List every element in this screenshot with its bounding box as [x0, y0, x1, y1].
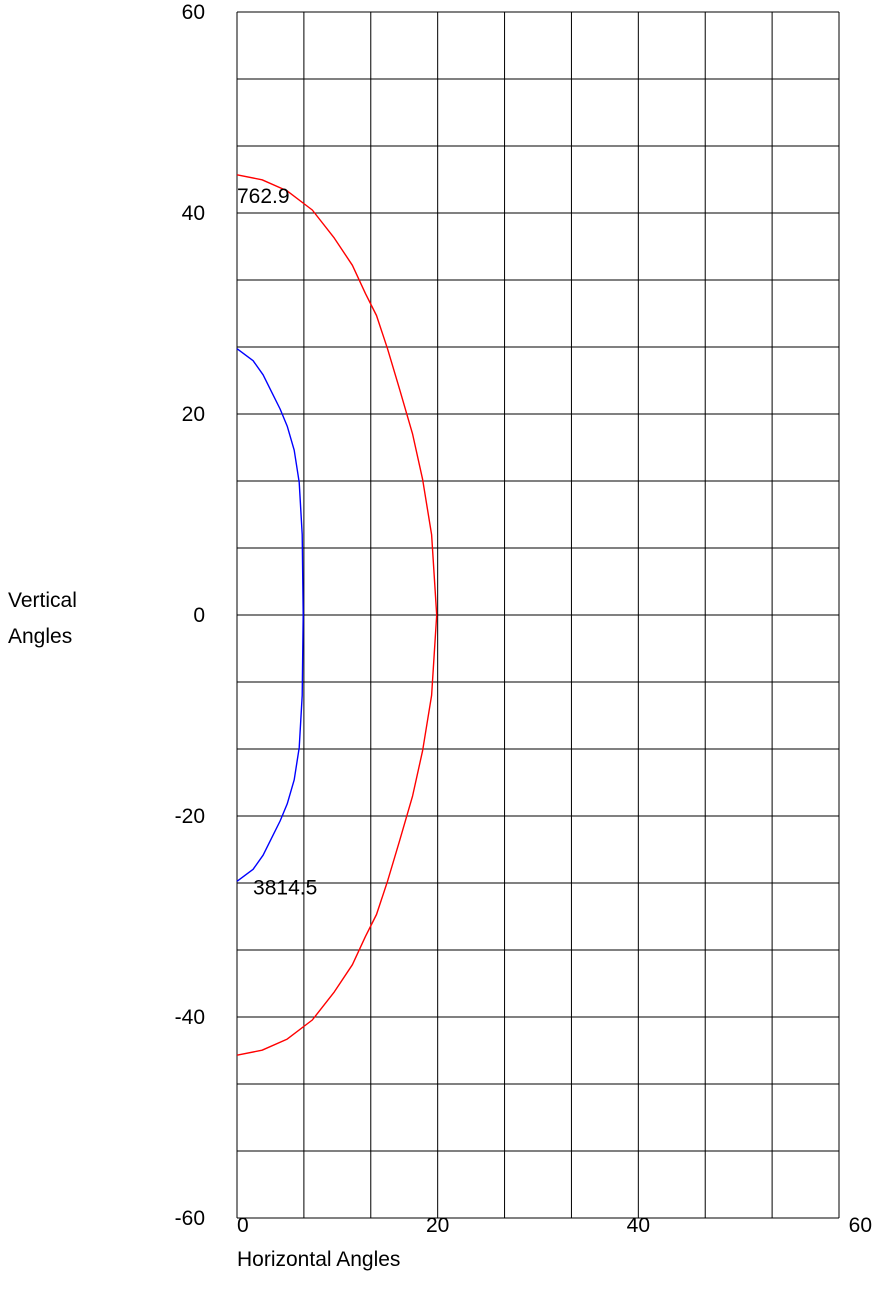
series-line-2 [236, 348, 304, 882]
y-tick-label: 20 [182, 403, 205, 426]
series-group [236, 174, 438, 1056]
contour-label: 3814.5 [253, 876, 317, 899]
y-tick-label: -60 [175, 1207, 205, 1230]
y-tick-label: -20 [175, 805, 205, 828]
x-tick-label: 20 [426, 1214, 449, 1237]
y-tick-label: 40 [182, 202, 205, 225]
x-axis-label: Horizontal Angles [237, 1248, 401, 1271]
x-tick-label: 0 [237, 1214, 249, 1237]
y-tick-label: 0 [193, 604, 205, 627]
contour-label: 762.9 [237, 185, 290, 208]
grid [236, 11, 840, 1219]
x-tick-label: 40 [627, 1214, 650, 1237]
x-tick-label: 60 [849, 1214, 872, 1237]
y-tick-label: -40 [175, 1006, 205, 1029]
tick-labels: 60 40 20 0 -20 -40 -60 0 20 40 60 [175, 1, 872, 1237]
series-line-1 [236, 174, 438, 1056]
y-tick-label: 60 [182, 1, 205, 24]
y-axis-label: Vertical Angles [8, 589, 77, 648]
annotations: 762.9 3814.5 [237, 185, 317, 899]
